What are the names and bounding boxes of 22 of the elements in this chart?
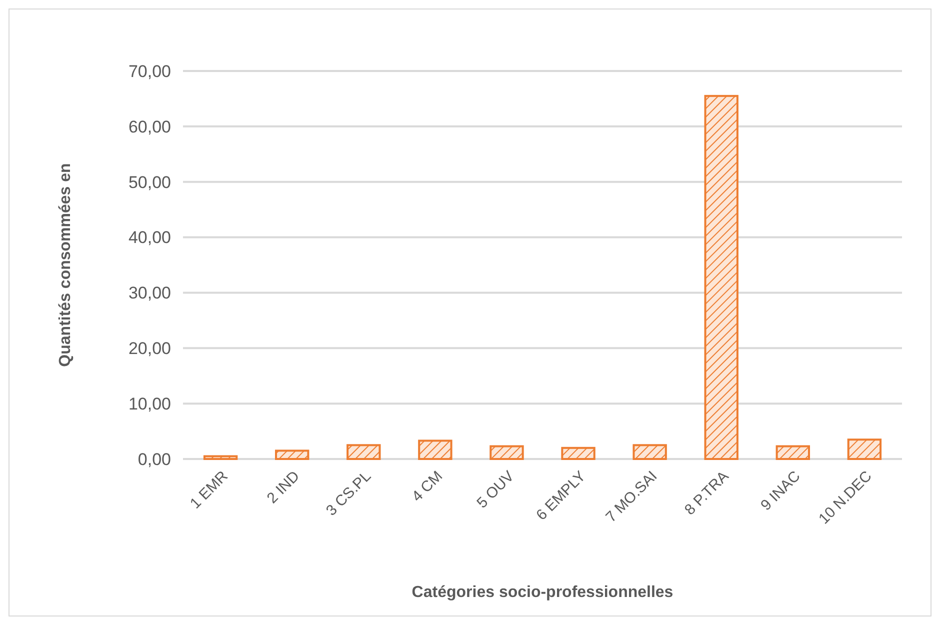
y-tick-label: 60,00 [128,117,171,136]
y-tick-label: 40,00 [128,228,171,248]
x-axis-title: Catégories socio-professionnelles [412,584,674,601]
y-tick-label: 20,00 [128,339,171,358]
bar [203,455,238,460]
bar [561,446,596,460]
bar [418,440,452,460]
bar [632,444,667,460]
bar [776,445,810,460]
y-tick-label: 0,00 [138,450,171,469]
y-tick-label: 70,00 [128,62,171,81]
x-tick-label: 4 CM [408,468,446,506]
x-tick-label: 2 IND [264,468,304,507]
y-tick-label: 30,00 [128,284,171,303]
bar [275,450,310,460]
bar [346,444,381,460]
bar [704,94,738,460]
y-tick-label: 10,00 [128,394,171,414]
bar [490,445,524,460]
y-tick-label: 50,00 [128,172,171,192]
y-axis-title: Quantités consommées en [57,163,74,367]
bar [847,438,882,460]
